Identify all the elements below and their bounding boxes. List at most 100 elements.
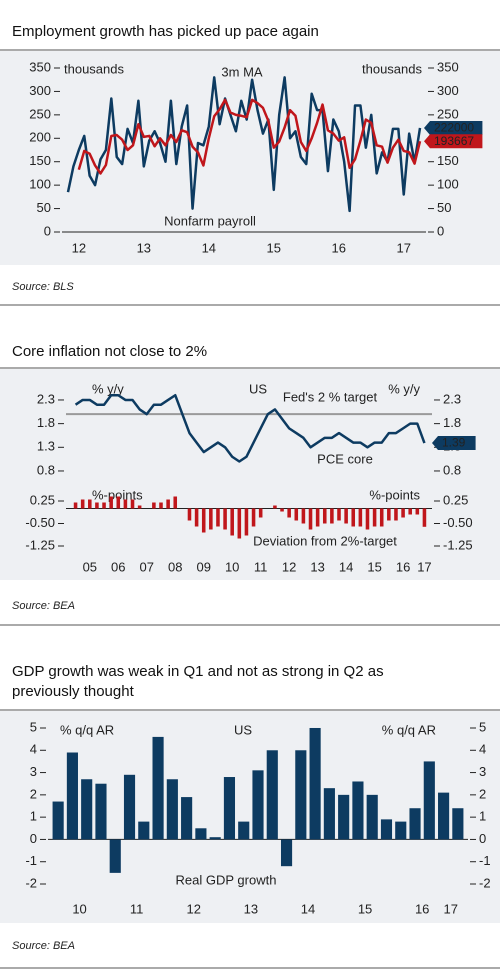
bar	[423, 761, 435, 840]
y2-axis-label: % y/y	[388, 381, 420, 396]
x-tick-label: 16	[332, 240, 346, 255]
y2-tick-label: -1.25	[443, 537, 473, 552]
bar	[252, 770, 264, 840]
y2-tick-label: 1	[479, 809, 486, 824]
bar	[337, 508, 341, 521]
bar	[266, 750, 278, 840]
bar	[152, 736, 164, 840]
x-tick-label: 07	[140, 559, 154, 574]
bar	[194, 508, 199, 527]
bar	[52, 801, 64, 840]
bar	[372, 508, 377, 527]
y2-axis-label: % q/q AR	[382, 722, 436, 737]
bar	[422, 508, 427, 527]
bar	[80, 499, 85, 509]
bar	[352, 781, 364, 840]
y-axis-label: % y/y	[92, 381, 124, 396]
line-series	[77, 98, 422, 175]
annotation: Real GDP growth	[176, 872, 277, 887]
y2-tick-label: -1	[479, 853, 491, 868]
y2-tick-label: 300	[437, 83, 459, 98]
value-label-box	[424, 134, 483, 149]
x-tick-label: 13	[310, 559, 324, 574]
bar	[159, 502, 163, 509]
x-tick-label: 14	[339, 559, 353, 574]
value-label: 1.39	[442, 436, 466, 450]
x-tick-label: 11	[130, 901, 144, 916]
bar	[195, 828, 207, 840]
bar	[287, 508, 291, 518]
y-tick-label: 100	[29, 177, 51, 192]
chart-title: Employment growth has picked up pace aga…	[12, 23, 319, 40]
bar	[244, 508, 249, 536]
y2-tick-label: -2	[479, 875, 491, 890]
chart-title: Core inflation not close to 2%	[12, 343, 207, 360]
bar	[380, 819, 393, 840]
y-tick-label: 200	[29, 130, 51, 145]
y2-tick-label: 250	[437, 106, 459, 121]
bar	[358, 508, 363, 527]
source: Source: BLS	[12, 281, 74, 293]
bar	[409, 808, 421, 840]
bar	[273, 505, 277, 509]
x-tick-label: 16	[396, 559, 410, 574]
bar	[323, 788, 335, 840]
x-tick-label: 12	[187, 901, 201, 916]
y2-tick-label: 50	[437, 200, 451, 215]
bar	[102, 502, 106, 509]
bar	[138, 821, 150, 840]
bar	[187, 508, 192, 521]
bar	[438, 792, 450, 840]
y-tick-label: 0.25	[30, 492, 55, 507]
value-label-box	[424, 120, 483, 135]
x-tick-label: 10	[225, 559, 239, 574]
bar	[322, 508, 327, 524]
bar	[238, 821, 250, 840]
bar	[209, 508, 213, 530]
bar	[452, 808, 464, 840]
bar	[408, 508, 412, 515]
bar	[338, 794, 350, 840]
y-tick-label: 4	[30, 742, 37, 757]
bar	[152, 502, 156, 509]
source: Source: BEA	[12, 940, 75, 952]
y2-tick-label: 100	[437, 177, 459, 192]
y-tick-label: 1.8	[37, 415, 55, 430]
bar	[365, 508, 370, 530]
y-axis-label: %-points	[92, 487, 143, 502]
bar	[166, 779, 178, 840]
y2-tick-label: 3	[479, 764, 486, 779]
bar	[258, 508, 263, 518]
bar	[109, 496, 113, 509]
bar	[166, 499, 170, 509]
x-tick-label: 12	[72, 240, 86, 255]
bar	[251, 508, 256, 527]
annotation: US	[234, 722, 252, 737]
value-label: 222000	[434, 121, 474, 135]
y-tick-label: 0	[30, 831, 37, 846]
y-tick-label: -1.25	[25, 537, 55, 552]
y-tick-label: 350	[29, 59, 51, 74]
bar	[216, 508, 220, 527]
bar	[123, 774, 136, 840]
y-tick-label: 5	[30, 719, 37, 734]
bar	[280, 839, 293, 867]
bar	[294, 508, 299, 521]
x-tick-label: 15	[367, 559, 381, 574]
y2-axis-label: thousands	[362, 61, 422, 76]
y2-tick-label: 5	[479, 719, 486, 734]
x-tick-label: 17	[397, 240, 411, 255]
bar	[223, 508, 227, 530]
bar	[181, 797, 193, 840]
value-label-box	[432, 436, 476, 451]
bar	[88, 499, 92, 509]
bar	[66, 752, 78, 840]
source: Source: BEA	[12, 600, 75, 612]
y-tick-label: 1	[30, 809, 37, 824]
y-tick-label: 300	[29, 83, 51, 98]
bar	[209, 837, 221, 840]
y2-tick-label: 1.8	[443, 415, 461, 430]
y2-tick-label: 0	[479, 831, 486, 846]
bar	[73, 502, 78, 509]
